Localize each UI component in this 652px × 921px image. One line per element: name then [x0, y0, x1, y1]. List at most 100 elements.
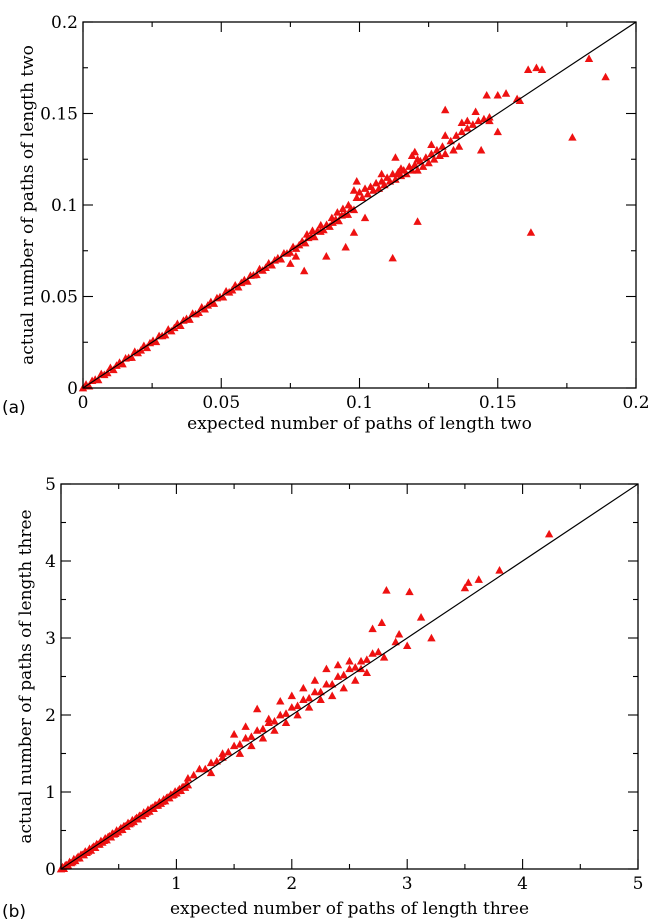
scatter-point	[438, 142, 447, 150]
scatter-point	[441, 131, 450, 139]
scatter-point	[410, 160, 419, 169]
scatter-point	[501, 89, 511, 97]
scatter-point	[327, 213, 337, 222]
scatter-point	[334, 216, 343, 225]
scatter-point	[339, 683, 348, 692]
scatter-point	[189, 770, 198, 779]
x-tick-label: 4	[517, 874, 528, 894]
scatter-point	[247, 732, 256, 740]
panel-a-y-axis-title: actual number of paths of length two	[18, 45, 38, 365]
scatter-point	[327, 691, 337, 700]
scatter-point	[427, 633, 436, 642]
panel-a-identity-line	[82, 21, 637, 389]
scatter-point	[194, 308, 203, 316]
scatter-point	[333, 208, 342, 216]
scatter-point	[351, 676, 360, 684]
scatter-point	[391, 153, 400, 161]
panel-a-x-tick-labels: 0 0.05 0.1 0.15 0.2	[78, 393, 650, 413]
scatter-point	[258, 733, 268, 742]
scatter-point	[441, 149, 450, 158]
scatter-point	[209, 299, 219, 307]
x-tick-label: 0.15	[479, 393, 517, 413]
scatter-point	[218, 292, 228, 301]
scatter-point	[380, 180, 389, 189]
scatter-point	[403, 641, 412, 650]
scatter-point	[300, 266, 309, 275]
scatter-point	[416, 613, 426, 621]
scatter-point	[418, 162, 428, 170]
scatter-point	[429, 155, 439, 163]
y-tick-label: 0.2	[51, 13, 78, 33]
scatter-point	[515, 96, 525, 105]
scatter-point	[345, 656, 354, 665]
scatter-point	[413, 217, 422, 225]
scatter-point	[127, 353, 136, 361]
scatter-point	[446, 136, 455, 145]
scatter-point	[532, 63, 541, 72]
scatter-point	[352, 193, 361, 202]
scatter-point	[291, 252, 301, 260]
scatter-point	[287, 691, 296, 700]
scatter-point	[322, 664, 331, 673]
scatter-point	[310, 687, 320, 696]
scatter-point	[161, 330, 170, 339]
scatter-point	[388, 253, 397, 262]
scatter-point	[349, 228, 359, 236]
scatter-point	[224, 747, 233, 756]
scatter-point	[427, 149, 436, 158]
scatter-point	[360, 213, 370, 222]
scatter-point	[206, 768, 216, 777]
scatter-point	[270, 716, 279, 725]
scatter-point	[234, 282, 243, 291]
scatter-point	[537, 65, 547, 73]
x-tick-label: 5	[633, 874, 644, 894]
scatter-point	[493, 91, 502, 99]
scatter-point	[247, 741, 256, 750]
scatter-point	[218, 753, 227, 761]
scatter-point	[343, 210, 353, 218]
scatter-point	[302, 230, 312, 238]
scatter-point	[449, 145, 458, 154]
scatter-point	[427, 140, 436, 148]
panel-a-markers	[78, 54, 610, 392]
scatter-point	[363, 189, 372, 198]
scatter-point	[432, 145, 442, 154]
scatter-point	[452, 131, 461, 139]
scatter-point	[243, 277, 252, 285]
scatter-point	[195, 764, 204, 773]
scatter-point	[526, 228, 536, 236]
scatter-point	[362, 668, 372, 677]
scatter-point	[394, 169, 403, 178]
scatter-point	[308, 226, 317, 234]
scatter-point	[485, 116, 494, 125]
scatter-point	[285, 248, 295, 256]
scatter-point	[482, 91, 491, 99]
scatter-point	[258, 724, 268, 733]
scatter-point	[183, 773, 193, 782]
scatter-point	[463, 116, 472, 125]
scatter-point	[304, 703, 314, 711]
scatter-point	[362, 655, 372, 663]
scatter-point	[358, 193, 367, 202]
scatter-point	[327, 680, 337, 688]
scatter-point	[276, 254, 286, 263]
scatter-point	[471, 107, 480, 116]
scatter-point	[281, 709, 291, 717]
scatter-point	[349, 186, 359, 194]
x-tick-label: 0.05	[202, 393, 240, 413]
scatter-point	[322, 252, 331, 260]
panel-b-ticks	[60, 483, 639, 870]
panel-b-y-tick-labels: 0 1 2 3 4 5	[45, 475, 56, 880]
y-tick-label: 0.1	[51, 196, 78, 216]
scatter-point	[316, 220, 325, 229]
scatter-point	[377, 618, 387, 626]
scatter-point	[151, 337, 161, 346]
scatter-point	[176, 321, 185, 330]
x-tick-label: 3	[402, 874, 413, 894]
scatter-point	[368, 624, 377, 633]
scatter-point	[413, 166, 422, 174]
scatter-point	[252, 704, 262, 713]
panel-a-label: (a)	[2, 398, 26, 418]
scatter-point	[339, 670, 348, 679]
